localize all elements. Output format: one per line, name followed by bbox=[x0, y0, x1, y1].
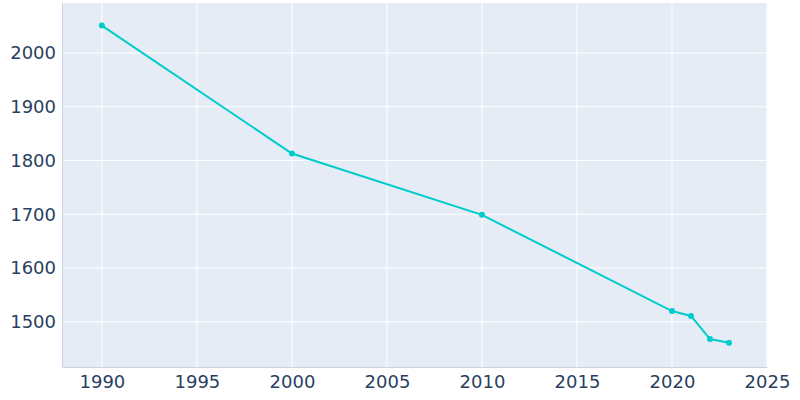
y-tick-label: 1700 bbox=[10, 204, 56, 225]
y-grid-line bbox=[62, 268, 767, 269]
y-tick-label: 2000 bbox=[10, 42, 56, 63]
x-tick-label: 2020 bbox=[650, 371, 696, 392]
x-grid-line bbox=[291, 3, 292, 367]
point bbox=[669, 308, 675, 314]
x-tick: 2000 bbox=[270, 367, 316, 392]
plot: 1990 1995 2000 2005 2010 2015 2020 2025 1500 1600… bbox=[10, 3, 790, 392]
y-tick-label: 1600 bbox=[10, 257, 56, 278]
y-tick: 1900 bbox=[10, 96, 62, 117]
y-tick-label: 1500 bbox=[10, 311, 56, 332]
y-tick-label: 1800 bbox=[10, 150, 56, 171]
y-grid-line bbox=[62, 214, 767, 215]
x-tick: 2025 bbox=[745, 367, 791, 392]
x-grid-line bbox=[576, 3, 577, 367]
point bbox=[688, 313, 694, 319]
point bbox=[479, 212, 485, 218]
x-axis-line bbox=[63, 367, 768, 368]
y-axis: 1500 1600 1700 1800 1900 2000 bbox=[10, 4, 62, 368]
x-tick-label: 1995 bbox=[175, 371, 221, 392]
chart: 1990 1995 2000 2005 2010 2015 2020 2025 1500 1600… bbox=[0, 0, 800, 400]
x-grid-line bbox=[767, 3, 768, 367]
x-tick-label: 2015 bbox=[555, 371, 601, 392]
point bbox=[289, 151, 295, 157]
line bbox=[102, 26, 729, 343]
y-axis-line bbox=[62, 4, 63, 368]
x-grid-line bbox=[481, 3, 482, 367]
x-tick-label: 1990 bbox=[79, 371, 125, 392]
grid bbox=[62, 3, 767, 367]
plot-background bbox=[62, 3, 767, 367]
point bbox=[99, 23, 105, 29]
x-tick: 1990 bbox=[79, 367, 125, 392]
y-grid-line bbox=[62, 160, 767, 161]
y-tick: 1800 bbox=[10, 150, 62, 171]
x-tick: 2005 bbox=[365, 367, 411, 392]
y-tick: 1500 bbox=[10, 311, 62, 332]
point bbox=[726, 340, 732, 346]
x-tick-label: 2005 bbox=[365, 371, 411, 392]
x-tick-label: 2000 bbox=[270, 371, 316, 392]
y-tick: 1700 bbox=[10, 204, 62, 225]
x-tick: 2015 bbox=[555, 367, 601, 392]
x-tick: 1995 bbox=[175, 367, 221, 392]
x-tick: 2020 bbox=[650, 367, 696, 392]
y-tick: 2000 bbox=[10, 42, 62, 63]
y-tick-label: 1900 bbox=[10, 96, 56, 117]
x-tick-label: 2010 bbox=[460, 371, 506, 392]
x-tick-label: 2025 bbox=[745, 371, 791, 392]
x-grid-line bbox=[196, 3, 197, 367]
y-grid-line bbox=[62, 106, 767, 107]
y-grid-line bbox=[62, 53, 767, 54]
series bbox=[99, 23, 732, 346]
point bbox=[707, 336, 713, 342]
x-tick: 2010 bbox=[460, 367, 506, 392]
x-axis: 1990 1995 2000 2005 2010 2015 2020 2025 bbox=[63, 367, 791, 392]
y-tick: 1600 bbox=[10, 257, 62, 278]
y-grid-line bbox=[62, 321, 767, 322]
x-grid-line bbox=[101, 3, 102, 367]
